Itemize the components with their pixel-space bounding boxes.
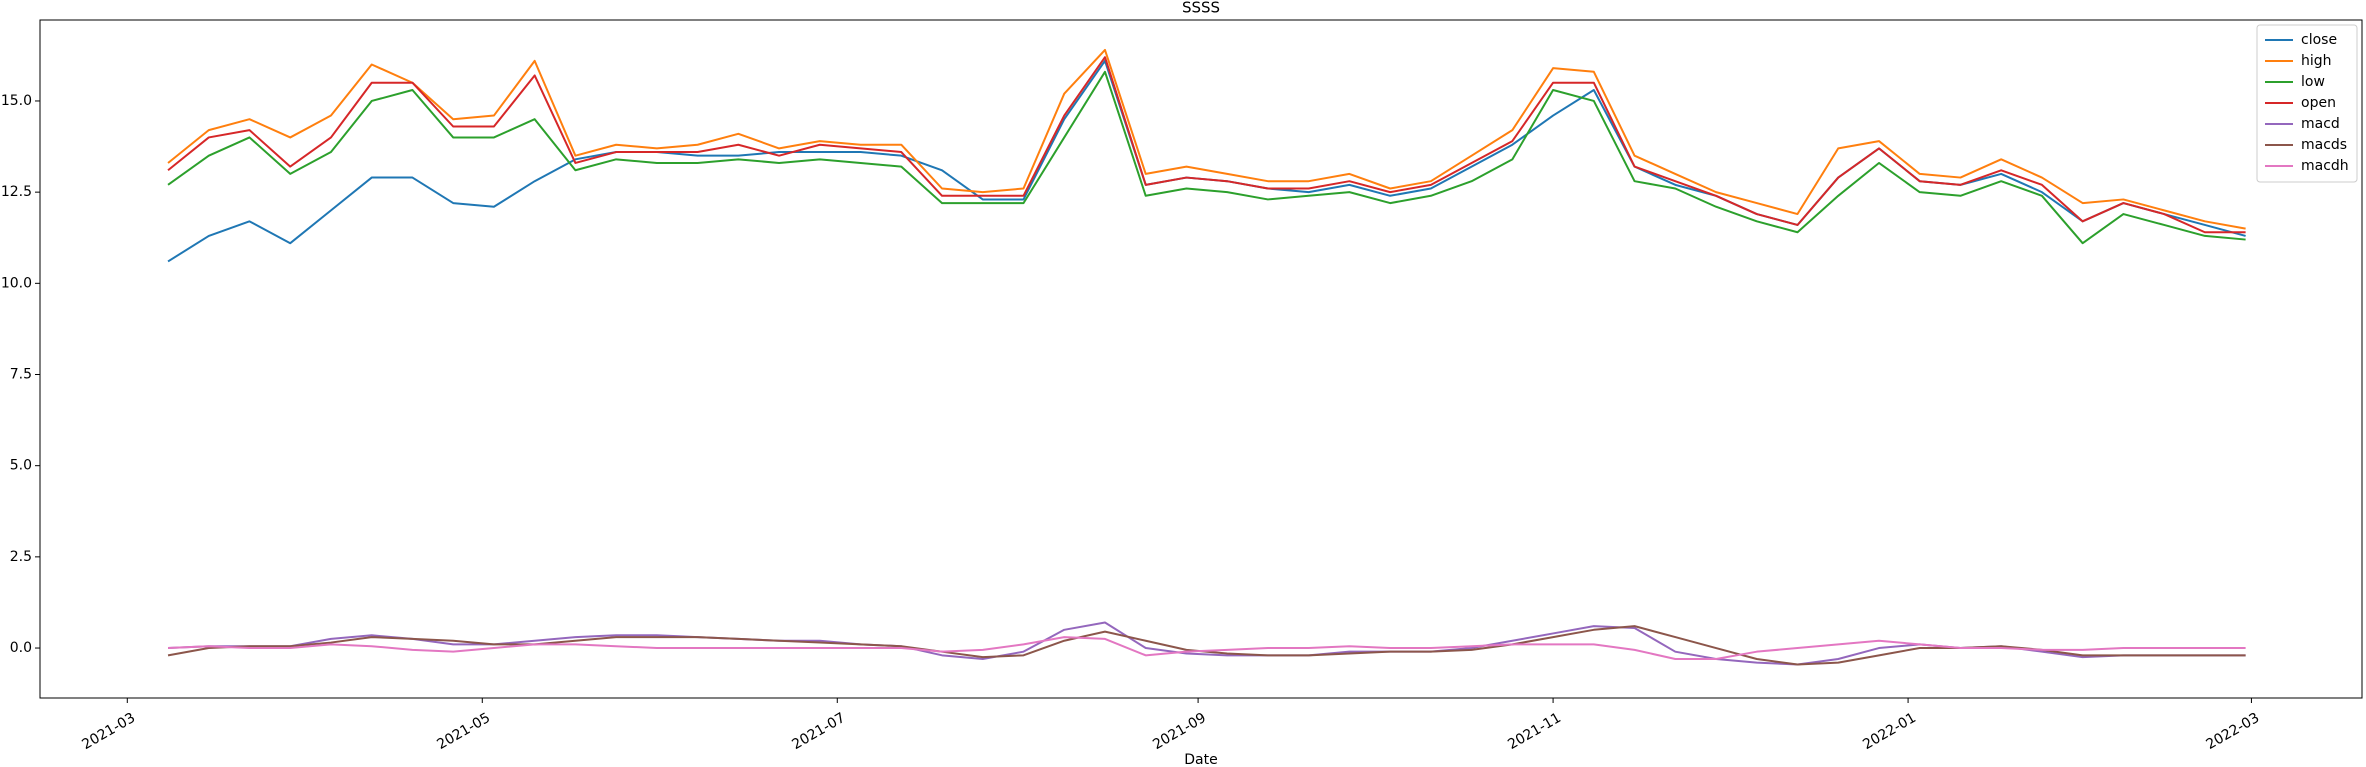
x-tick-label: 2021-03 bbox=[79, 710, 138, 753]
legend-label: close bbox=[2301, 32, 2337, 48]
x-axis-label: Date bbox=[1184, 752, 1217, 767]
x-tick-label: 2022-03 bbox=[2204, 710, 2263, 753]
y-tick-label: 5.0 bbox=[10, 458, 32, 474]
legend-label: high bbox=[2301, 53, 2332, 69]
y-tick-label: 2.5 bbox=[10, 549, 32, 565]
y-tick-label: 10.0 bbox=[1, 275, 32, 291]
y-tick-label: 0.0 bbox=[10, 640, 32, 656]
legend-box bbox=[2256, 24, 2358, 183]
line-series bbox=[167, 59, 2246, 263]
line-series bbox=[167, 70, 2246, 245]
x-tick-label: 2021-05 bbox=[434, 710, 493, 753]
x-tick-label: 2021-11 bbox=[1505, 710, 1564, 753]
line-series bbox=[167, 48, 2246, 230]
legend-label: macds bbox=[2301, 137, 2347, 153]
chart-title: SSSS bbox=[1182, 0, 1220, 17]
legend-label: macdh bbox=[2301, 158, 2349, 174]
legend-label: open bbox=[2301, 95, 2336, 111]
y-tick-label: 7.5 bbox=[10, 367, 32, 383]
legend: close high low open macd macds macdh bbox=[2256, 24, 2358, 183]
y-tick-label: 12.5 bbox=[1, 184, 32, 200]
line-series bbox=[167, 56, 2246, 234]
plot-frame bbox=[39, 19, 2363, 699]
legend-label: low bbox=[2301, 74, 2325, 90]
x-tick-label: 2021-07 bbox=[789, 710, 848, 753]
line-series bbox=[167, 636, 2246, 660]
line-series bbox=[167, 621, 2246, 666]
x-tick-label: 2021-09 bbox=[1150, 710, 1209, 753]
y-tick-label: 15.0 bbox=[1, 93, 32, 109]
legend-label: macd bbox=[2301, 116, 2340, 132]
x-tick-label: 2022-01 bbox=[1860, 710, 1919, 753]
